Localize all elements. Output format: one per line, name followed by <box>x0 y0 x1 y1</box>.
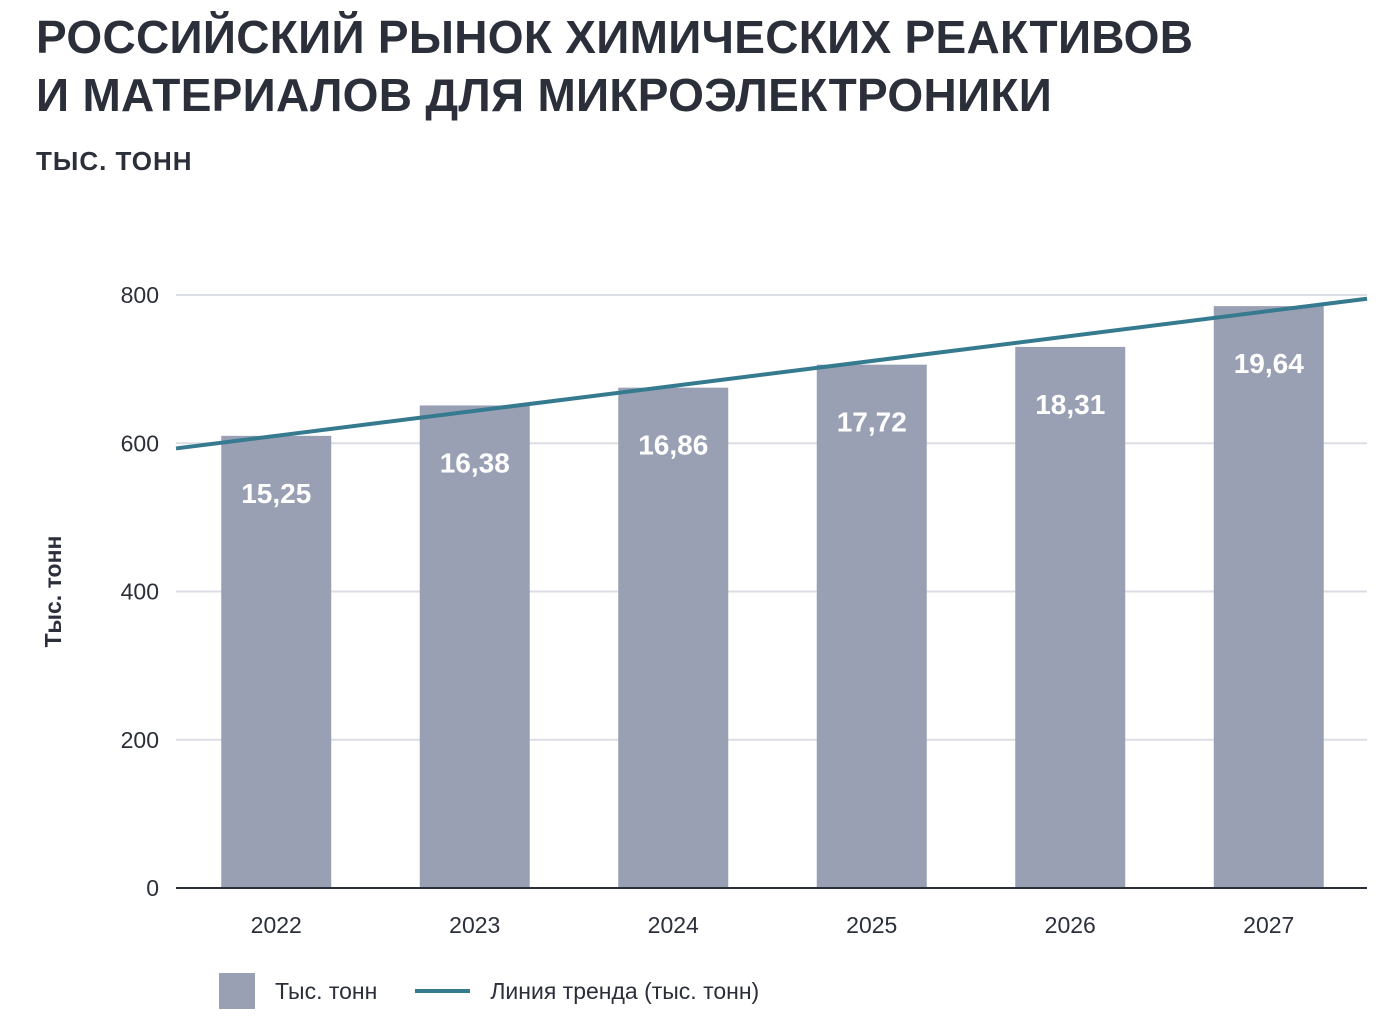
trend-line <box>175 296 1368 451</box>
bars <box>221 306 1324 888</box>
data-label-2022: 15,25 <box>241 478 311 509</box>
y-tick-label: 200 <box>121 727 159 753</box>
legend: Тыс. тонн Линия тренда (тыс. тонн) <box>219 973 759 1009</box>
legend-trend-swatch <box>415 989 471 993</box>
bar-2026 <box>1015 346 1126 888</box>
bar-2024 <box>618 387 729 888</box>
chart-subtitle: ТЫС. ТОНН <box>36 146 193 176</box>
x-tick-label-2022: 2022 <box>251 912 302 938</box>
bar-2023 <box>419 405 530 888</box>
grid-lines <box>176 294 1367 741</box>
legend-bar-swatch <box>219 973 255 1009</box>
bar-2027 <box>1213 306 1324 888</box>
axes: 0 200 400 600 800 2022 2023 2024 2025 2026 2027 Тыс… <box>40 282 1367 938</box>
data-label-2024: 16,86 <box>638 430 708 461</box>
data-label-2025: 17,72 <box>837 407 907 438</box>
bar-2025 <box>816 364 927 888</box>
data-label-2023: 16,38 <box>440 447 510 478</box>
y-tick-label: 0 <box>146 875 159 901</box>
legend-trend-label: Линия тренда (тыс. тонн) <box>490 977 760 1004</box>
data-label-2026: 18,31 <box>1035 389 1105 420</box>
x-tick-label-2026: 2026 <box>1045 912 1096 938</box>
title-line-1: РОССИЙСКИЙ РЫНОК ХИМИЧЕСКИХ РЕАКТИВОВ <box>36 11 1194 63</box>
x-tick-label-2024: 2024 <box>648 912 699 938</box>
x-tick-label-2027: 2027 <box>1243 912 1294 938</box>
chart-title: РОССИЙСКИЙ РЫНОК ХИМИЧЕСКИХ РЕАКТИВОВ И … <box>36 8 1193 124</box>
y-tick-label: 400 <box>121 579 159 605</box>
y-axis-label: Тыс. тонн <box>40 536 66 648</box>
y-tick-label: 600 <box>121 430 159 456</box>
title-line-2: И МАТЕРИАЛОВ ДЛЯ МИКРОЭЛЕКТРОНИКИ <box>36 69 1053 121</box>
data-labels: 15,25 16,38 16,86 17,72 18,31 19,64 <box>241 348 1304 509</box>
x-tick-label-2023: 2023 <box>449 912 500 938</box>
trend-line-group <box>175 296 1368 451</box>
y-tick-label: 800 <box>121 282 159 308</box>
legend-bar-label: Тыс. тонн <box>275 977 378 1004</box>
x-tick-label-2025: 2025 <box>846 912 897 938</box>
bar-2022 <box>221 435 332 888</box>
data-label-2027: 19,64 <box>1234 348 1304 379</box>
